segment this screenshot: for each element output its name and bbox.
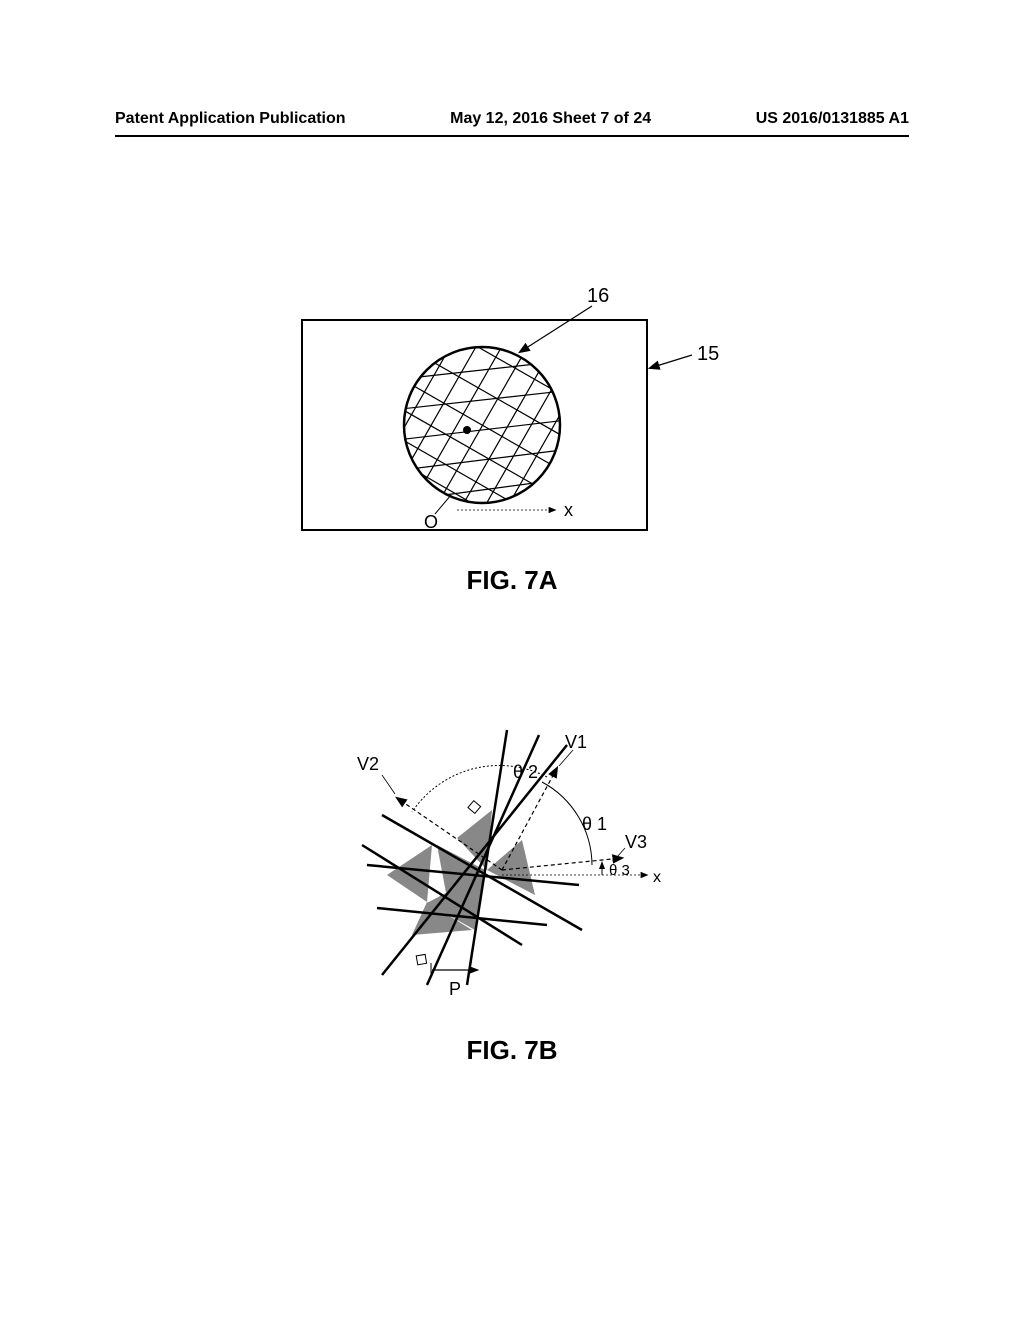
- figure-7b: V1 V2 V3 θ 1 θ 2 θ 3 x P FIG. 7B: [327, 720, 697, 1066]
- callout-15-text: 15: [697, 343, 719, 365]
- page-header: Patent Application Publication May 12, 2…: [115, 110, 909, 128]
- v3-label: V3: [625, 832, 647, 852]
- fig-7a-box: [302, 320, 647, 530]
- header-right: US 2016/0131885 A1: [756, 110, 909, 128]
- pitch-label: P: [449, 979, 461, 999]
- right-angle-2: [416, 954, 426, 964]
- vector-v1: [502, 768, 557, 870]
- x-axis-b-label: x: [653, 869, 661, 886]
- callout-16-text: 16: [587, 285, 609, 307]
- v3-leader: [617, 848, 625, 857]
- grid-line-3: [467, 730, 507, 985]
- right-angle-1: [468, 801, 481, 814]
- header-left: Patent Application Publication: [115, 110, 346, 128]
- fig-7a-svg: 16 15 O x: [292, 285, 732, 540]
- figure-7a: 16 15 O x FIG. 7A: [292, 285, 732, 596]
- fig-7b-label: FIG. 7B: [327, 1035, 697, 1066]
- theta2-label: θ 2: [513, 762, 538, 782]
- fig-7a-center-dot: [463, 426, 471, 434]
- fig-7b-svg: V1 V2 V3 θ 1 θ 2 θ 3 x P: [327, 720, 697, 1010]
- triangle-2: [487, 840, 535, 895]
- x-axis-label: x: [564, 500, 573, 520]
- callout-15-line: [650, 355, 692, 368]
- v1-label: V1: [565, 732, 587, 752]
- v2-label: V2: [357, 754, 379, 774]
- fig-7a-label: FIG. 7A: [292, 565, 732, 596]
- v2-leader: [382, 775, 395, 794]
- theta1-label: θ 1: [582, 814, 607, 834]
- origin-line: [435, 495, 451, 514]
- header-rule: [115, 135, 909, 137]
- header-center: May 12, 2016 Sheet 7 of 24: [450, 110, 651, 128]
- page-outline: [50, 50, 974, 1270]
- origin-label: O: [424, 512, 438, 532]
- theta3-label: θ 3: [609, 862, 630, 879]
- callout-16-line: [520, 306, 592, 352]
